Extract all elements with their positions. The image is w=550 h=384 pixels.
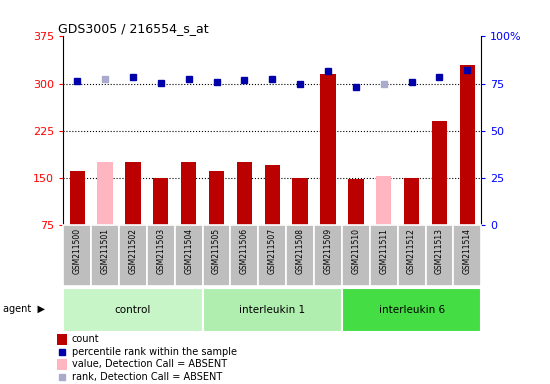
Text: rank, Detection Call = ABSENT: rank, Detection Call = ABSENT [72,372,222,382]
Text: GSM211512: GSM211512 [407,228,416,273]
Text: GDS3005 / 216554_s_at: GDS3005 / 216554_s_at [58,22,208,35]
Text: GSM211509: GSM211509 [323,228,333,274]
Text: GSM211506: GSM211506 [240,228,249,274]
Bar [398,225,426,286]
Text: GSM211503: GSM211503 [156,228,166,274]
Bar [286,225,314,286]
Text: GSM211511: GSM211511 [379,228,388,273]
Text: GSM211510: GSM211510 [351,228,360,274]
Bar [181,162,196,225]
Bar [265,165,280,225]
Text: GSM211505: GSM211505 [212,228,221,274]
Bar [453,225,481,286]
Text: GSM211507: GSM211507 [268,228,277,274]
Bar [153,178,168,225]
Text: GSM211513: GSM211513 [435,228,444,274]
Bar [119,225,147,286]
Text: percentile rank within the sample: percentile rank within the sample [72,347,237,357]
Bar [97,162,113,225]
Text: control: control [115,305,151,315]
Bar [69,171,85,225]
Bar [320,74,336,225]
Text: GSM211514: GSM211514 [463,228,472,274]
Text: GSM211502: GSM211502 [128,228,138,274]
Bar [314,225,342,286]
Bar [91,225,119,286]
Bar [293,178,308,225]
Bar [404,178,419,225]
Bar [376,176,392,225]
Text: GSM211501: GSM211501 [101,228,109,274]
Bar [342,288,481,332]
Bar [147,225,175,286]
Bar [370,225,398,286]
Bar [202,225,230,286]
Text: GSM211504: GSM211504 [184,228,193,274]
Bar [175,225,202,286]
Bar [426,225,453,286]
Text: count: count [72,334,100,344]
Bar [236,162,252,225]
Bar [63,288,202,332]
Bar [460,65,475,225]
Bar [57,359,67,370]
Bar [342,225,370,286]
Text: GSM211500: GSM211500 [73,228,82,274]
Bar [432,121,447,225]
Bar [209,171,224,225]
Text: interleukin 6: interleukin 6 [378,305,444,315]
Text: interleukin 1: interleukin 1 [239,305,305,315]
Text: value, Detection Call = ABSENT: value, Detection Call = ABSENT [72,359,227,369]
Text: GSM211508: GSM211508 [295,228,305,274]
Bar [125,162,141,225]
Bar [258,225,286,286]
Bar [63,225,91,286]
Text: agent  ▶: agent ▶ [3,304,45,314]
Bar [348,179,364,225]
Bar [230,225,258,286]
Bar [57,334,67,345]
Bar [202,288,342,332]
